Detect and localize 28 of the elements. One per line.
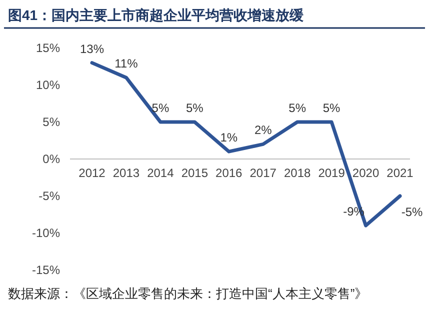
x-tick-label: 2021 [386, 166, 414, 180]
data-label: 5% [186, 101, 204, 115]
data-label: 2% [254, 123, 272, 138]
x-tick-label: 2017 [250, 166, 277, 180]
x-tick-label: 2012 [78, 166, 106, 180]
chart-title: 图41：国内主要上市商超企业平均营收增速放缓 [8, 7, 305, 23]
y-tick-label: 10% [36, 78, 60, 92]
data-label: 5% [288, 101, 306, 115]
y-tick-label: -15% [32, 263, 60, 278]
data-label: 11% [114, 56, 138, 71]
data-label: 13% [80, 42, 104, 56]
x-tick-label: 2014 [147, 166, 174, 180]
x-tick-label: 2019 [318, 166, 346, 180]
x-tick-label: 2015 [181, 166, 208, 180]
y-tick-label: -5% [38, 189, 60, 204]
data-label: 1% [220, 130, 238, 145]
x-tick-label: 2013 [112, 166, 140, 180]
y-tick-label: 15% [36, 41, 60, 56]
y-tick-label: 5% [42, 115, 60, 130]
x-tick-label: 2020 [352, 166, 380, 180]
data-label: 5% [322, 101, 341, 115]
data-label: 5% [152, 101, 170, 115]
data-label: -5% [401, 205, 423, 219]
source-note: 数据来源：《区域企业零售的未来：打造中国“人本主义零售”》 [8, 286, 368, 301]
x-tick-label: 2018 [284, 166, 312, 180]
x-tick-label: 2016 [216, 166, 243, 180]
y-tick-label: 0% [42, 152, 60, 166]
y-tick-label: -10% [32, 226, 60, 240]
